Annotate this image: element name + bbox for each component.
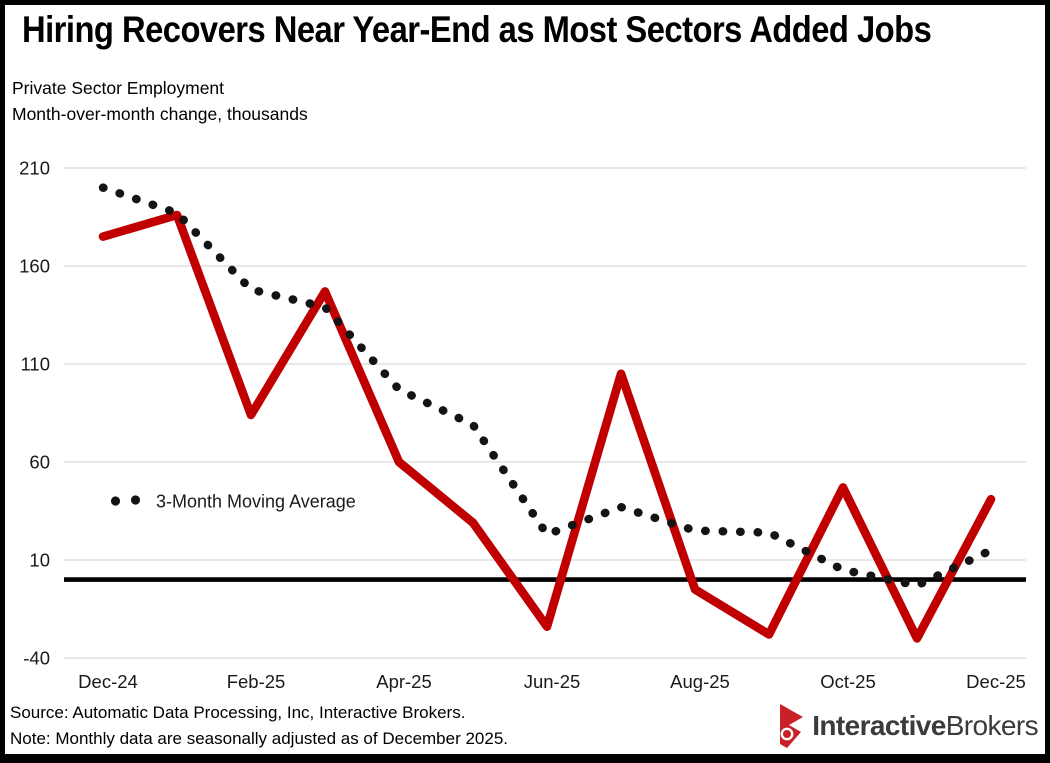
legend-marker-dot [110,496,121,506]
interactive-brokers-wordmark: InteractiveBrokers [812,710,1038,742]
chart-title: Hiring Recovers Near Year-End as Most Se… [22,9,932,50]
line-chart-plot-area: 210 160 110 60 10 -40 Dec-24 Feb-25 Apr-25 Jun-25… [19,158,1026,692]
note-text: Note: Monthly data are seasonally adjust… [10,729,509,748]
x-axis-tick-label: Feb-25 [227,671,286,692]
logo-word-brokers: Brokers [945,710,1039,741]
y-axis-tick-label: 10 [29,550,50,571]
y-axis-tick-label: 160 [19,256,50,277]
chart-subtitle: Private Sector Employment Month-over-mon… [12,75,308,127]
y-axis-tick-label: 110 [21,354,51,375]
x-axis-tick-label: Jun-25 [524,671,581,692]
x-axis-tick-label: Aug-25 [670,671,730,692]
x-axis-tick-label: Oct-25 [820,671,876,692]
interactive-brokers-logo: InteractiveBrokers [776,701,1039,751]
y-axis-tick-label: -40 [23,648,50,669]
subtitle-line-1: Private Sector Employment [12,78,225,98]
x-axis-tick-label: Apr-25 [376,671,432,692]
interactive-brokers-logo-icon [780,704,804,748]
source-text: Source: Automatic Data Processing, Inc, … [10,703,466,722]
x-axis-tick-label: Dec-25 [966,671,1026,692]
subtitle-line-2: Month-over-month change, thousands [12,104,308,124]
legend-label: 3-Month Moving Average [156,492,356,512]
legend-marker-dot [130,495,141,505]
x-axis-tick-label: Dec-24 [78,671,138,692]
y-axis-tick-label: 210 [19,158,50,179]
y-axis-tick-label: 60 [29,452,50,473]
monthly-change-line [98,210,996,643]
logo-word-interactive: Interactive [812,710,946,741]
